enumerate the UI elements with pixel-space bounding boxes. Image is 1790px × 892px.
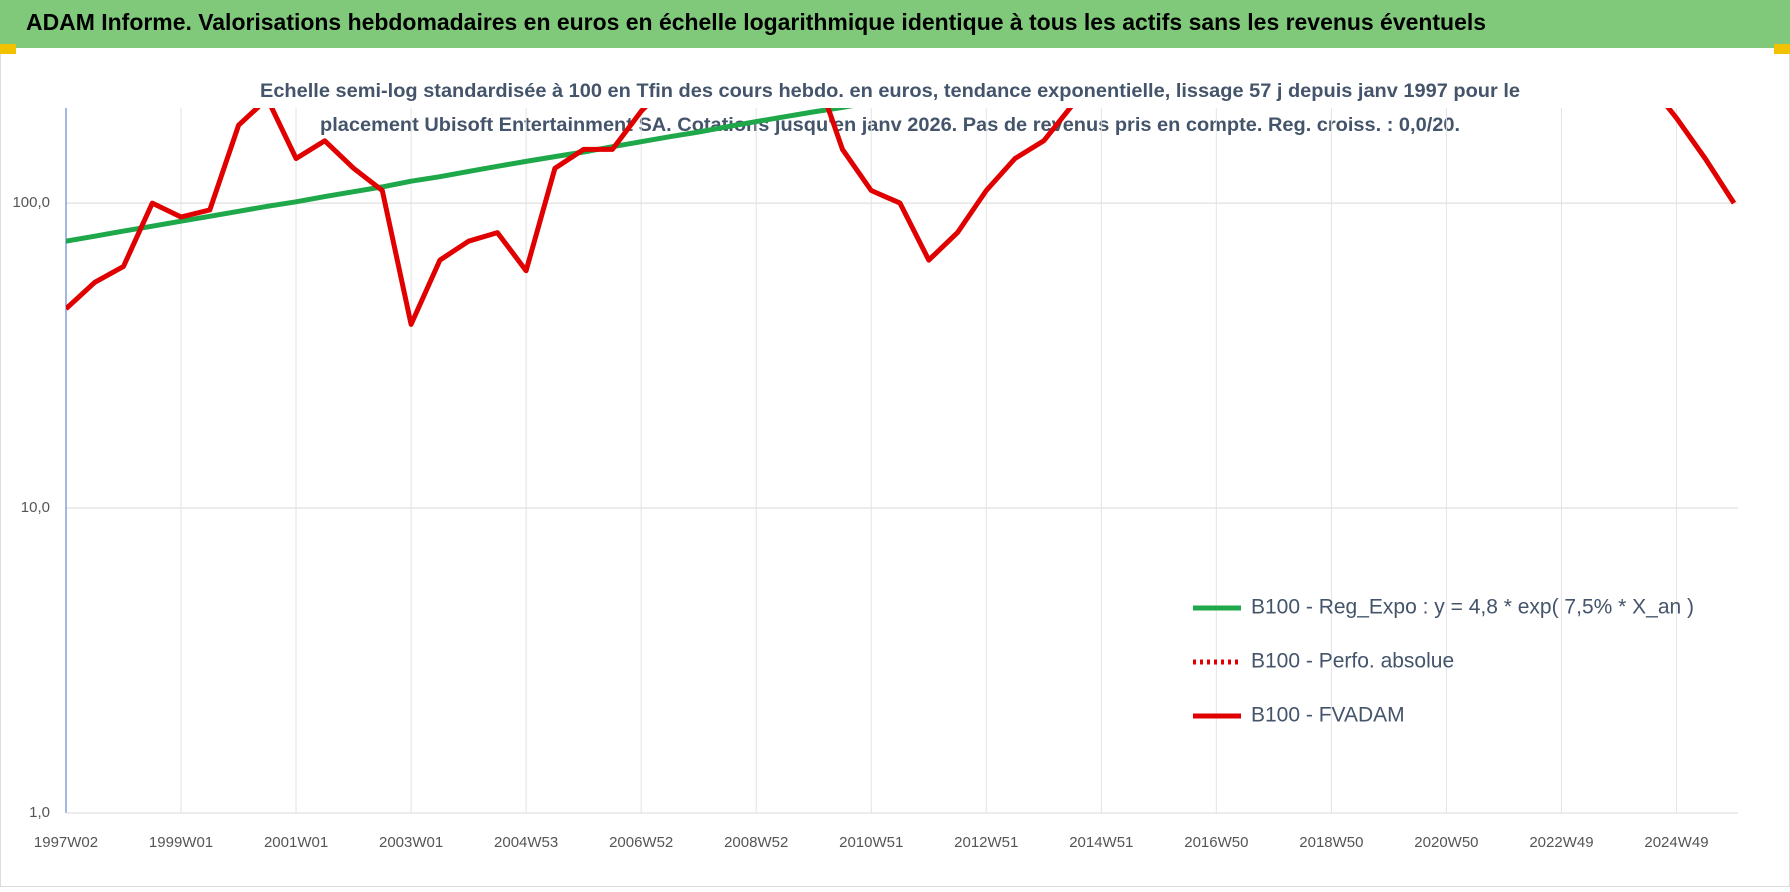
x-tick-label: 2008W52 bbox=[724, 834, 788, 851]
plot-area bbox=[66, 108, 1737, 327]
x-tick-label: 1997W02 bbox=[34, 834, 98, 851]
x-tick-label: 2010W51 bbox=[839, 834, 903, 851]
x-tick-label: 2024W49 bbox=[1644, 834, 1708, 851]
legend-label: B100 - FVADAM bbox=[1251, 704, 1405, 727]
x-tick-label: 2004W53 bbox=[494, 834, 558, 851]
chart-subtitle: placement Ubisoft Entertainment SA. Cota… bbox=[320, 115, 1460, 136]
chart-subtitle: Echelle semi-log standardisée à 100 en T… bbox=[260, 81, 1520, 102]
corner bbox=[1774, 44, 1790, 54]
y-tick-label: 10,0 bbox=[21, 499, 50, 516]
x-tick-label: 2018W50 bbox=[1299, 834, 1363, 851]
x-tick-label: 1999W01 bbox=[149, 834, 213, 851]
legend-label: B100 - Reg_Expo : y = 4,8 * exp( 7,5% * … bbox=[1251, 596, 1694, 619]
corner bbox=[0, 44, 16, 54]
series-line bbox=[66, 108, 1737, 327]
series-line bbox=[66, 108, 854, 244]
x-tick-label: 2014W51 bbox=[1069, 834, 1133, 851]
y-tick-label: 100,0 bbox=[12, 194, 50, 211]
legend-label: B100 - Perfo. absolue bbox=[1251, 650, 1454, 673]
x-tick-label: 2022W49 bbox=[1529, 834, 1593, 851]
x-tick-label: 2001W01 bbox=[264, 834, 328, 851]
x-tick-label: 2003W01 bbox=[379, 834, 443, 851]
page-title: ADAM Informe. Valorisations hebdomadaire… bbox=[26, 9, 1486, 35]
x-tick-label: 2012W51 bbox=[954, 834, 1018, 851]
header-bar bbox=[0, 0, 1790, 48]
x-tick-label: 2020W50 bbox=[1414, 834, 1478, 851]
x-tick-label: 2016W50 bbox=[1184, 834, 1248, 851]
y-tick-label: 1,0 bbox=[29, 804, 50, 821]
x-tick-label: 2006W52 bbox=[609, 834, 673, 851]
